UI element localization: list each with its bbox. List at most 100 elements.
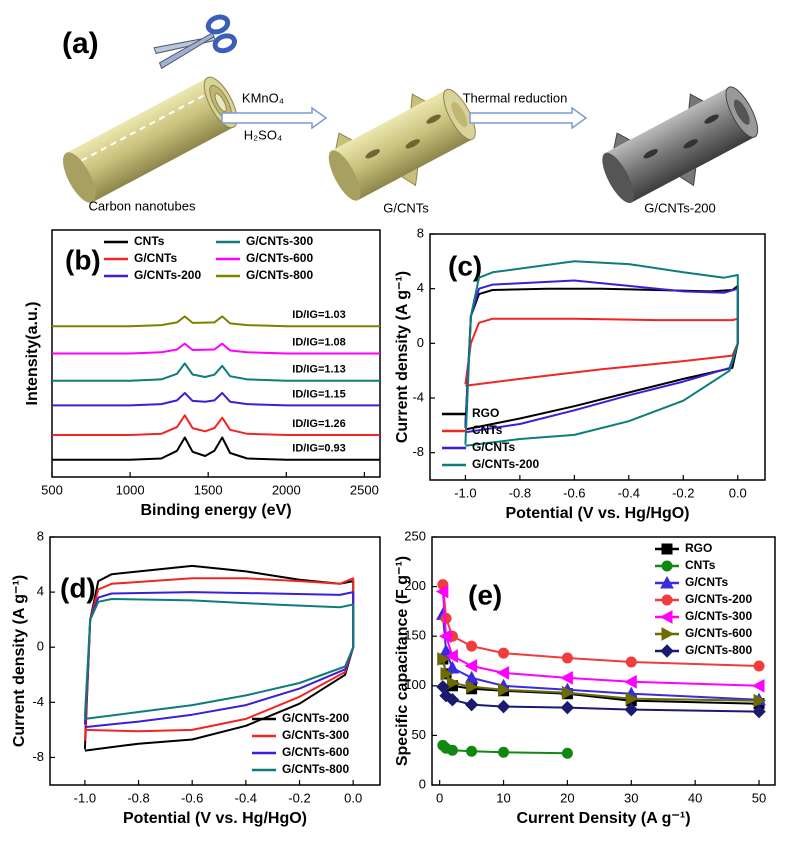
reagent: H₂SO₄ <box>244 127 283 142</box>
annotation: ID/IG=1.08 <box>292 336 346 348</box>
scissors-icon <box>153 14 238 70</box>
x-tick-label: 500 <box>41 482 63 497</box>
panel-label: (a) <box>62 27 99 60</box>
legend-label: G/CNTs-200 <box>134 268 201 282</box>
x-tick-label: -0.6 <box>181 790 203 805</box>
y-tick-label: 100 <box>404 677 426 692</box>
series-line <box>464 260 739 447</box>
x-tick-label: 0.0 <box>729 485 747 500</box>
marker <box>435 584 449 599</box>
chart: 0 10 20 30 40 50 0 50 100 150 200 250 Current Densit… <box>394 528 776 827</box>
y-axis-label: Current density (A g⁻¹) <box>11 575 28 747</box>
x-tick-label: 0 <box>436 790 443 805</box>
series-line <box>83 564 355 752</box>
panel-label: (e) <box>468 579 502 610</box>
legend-label: G/CNTs-800 <box>685 643 752 657</box>
legend-label: G/CNTs-300 <box>246 234 313 248</box>
y-axis-label: Current density (A g⁻¹) <box>394 271 411 443</box>
legend-label: G/CNTs-800 <box>282 762 349 776</box>
y-tick-label: 0 <box>417 335 424 350</box>
legend-label: G/CNTs <box>472 440 515 454</box>
y-tick-label: 50 <box>412 727 426 742</box>
marker <box>464 670 479 684</box>
series-line <box>52 436 380 461</box>
legend-label: G/CNTs-800 <box>246 268 313 282</box>
marker <box>464 697 479 712</box>
x-tick-label: -0.2 <box>672 485 694 500</box>
marker <box>446 744 458 756</box>
series-line <box>52 315 380 328</box>
legend-label: RGO <box>685 541 712 555</box>
marker <box>498 682 511 697</box>
item-label: Carbon nanotubes <box>89 198 196 213</box>
legend-marker <box>661 543 673 555</box>
x-tick-label: 20 <box>560 790 574 805</box>
marker <box>445 692 460 707</box>
item-label: G/CNTs-200 <box>644 200 716 215</box>
series-line <box>83 577 355 741</box>
legend-label: G/CNTs-600 <box>246 251 313 265</box>
marker <box>753 660 765 672</box>
arrow <box>469 106 588 130</box>
x-tick-label: -0.6 <box>563 485 585 500</box>
marker <box>752 704 766 719</box>
marker <box>466 640 478 652</box>
marker <box>625 691 639 706</box>
x-tick-label: 2000 <box>272 482 301 497</box>
y-tick-label: 4 <box>37 584 44 599</box>
y-tick-label: 8 <box>417 225 424 240</box>
marker <box>445 660 460 674</box>
y-tick-label: -4 <box>32 694 44 709</box>
legend-marker <box>660 644 674 658</box>
marker <box>446 675 460 690</box>
x-axis-label: Current Density (A g⁻¹) <box>516 810 690 827</box>
legend-label: CNTs <box>134 234 165 248</box>
series-line <box>52 342 380 355</box>
series-line <box>464 317 739 387</box>
y-tick-label: -8 <box>412 444 424 459</box>
marker <box>625 656 637 668</box>
marker <box>445 649 458 663</box>
x-tick-label: -0.8 <box>509 485 531 500</box>
legend-label: CNTs <box>685 558 716 572</box>
marker <box>561 747 573 759</box>
plot-frame <box>49 536 381 786</box>
series-line <box>52 414 380 436</box>
y-tick-label: 250 <box>404 528 426 543</box>
marker <box>498 746 510 758</box>
legend-label: G/CNTs-200 <box>472 457 539 471</box>
y-axis-label: Intensity(a.u.) <box>24 301 41 405</box>
chart: -1.0 -0.8 -0.6 -0.4 -0.2 0.0 -8 -4 0 4 8 Potential … <box>394 225 766 522</box>
panel-label: (c) <box>448 250 482 281</box>
panel-label: (b) <box>65 244 101 275</box>
series-line <box>52 392 380 407</box>
x-tick-label: -0.2 <box>288 790 310 805</box>
annotation: ID/IG=1.03 <box>292 309 346 321</box>
legend-label: G/CNTs <box>134 251 177 265</box>
nanotube <box>63 76 238 203</box>
x-tick-label: 1500 <box>194 482 223 497</box>
x-tick-label: 10 <box>496 790 510 805</box>
schematic: (a) <box>62 14 759 215</box>
x-tick-label: -0.4 <box>235 790 257 805</box>
marker <box>753 693 767 708</box>
panel-label: (d) <box>60 572 96 603</box>
x-tick-label: 2500 <box>350 482 379 497</box>
marker <box>624 674 637 689</box>
x-tick-label: 50 <box>752 790 766 805</box>
legend-label: G/CNTs-600 <box>282 745 349 759</box>
marker <box>560 700 575 715</box>
marker <box>751 678 765 693</box>
step-label: Thermal reduction <box>463 90 568 105</box>
marker <box>466 745 478 757</box>
x-tick-label: 0.0 <box>344 790 362 805</box>
y-tick-label: 8 <box>37 528 44 543</box>
x-tick-label: 30 <box>624 790 638 805</box>
marker <box>464 659 478 673</box>
y-tick-label: 0 <box>419 776 426 791</box>
y-tick-label: 150 <box>404 628 426 643</box>
marker <box>466 679 479 694</box>
annotation: ID/IG=1.15 <box>292 388 346 400</box>
legend-label: G/CNTs-300 <box>282 728 349 742</box>
